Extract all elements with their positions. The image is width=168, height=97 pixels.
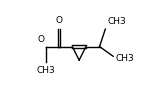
Text: CH3: CH3 bbox=[37, 66, 56, 75]
Text: CH3: CH3 bbox=[115, 54, 134, 63]
Text: O: O bbox=[55, 16, 62, 25]
Text: CH3: CH3 bbox=[107, 17, 126, 26]
Text: O: O bbox=[38, 35, 45, 44]
